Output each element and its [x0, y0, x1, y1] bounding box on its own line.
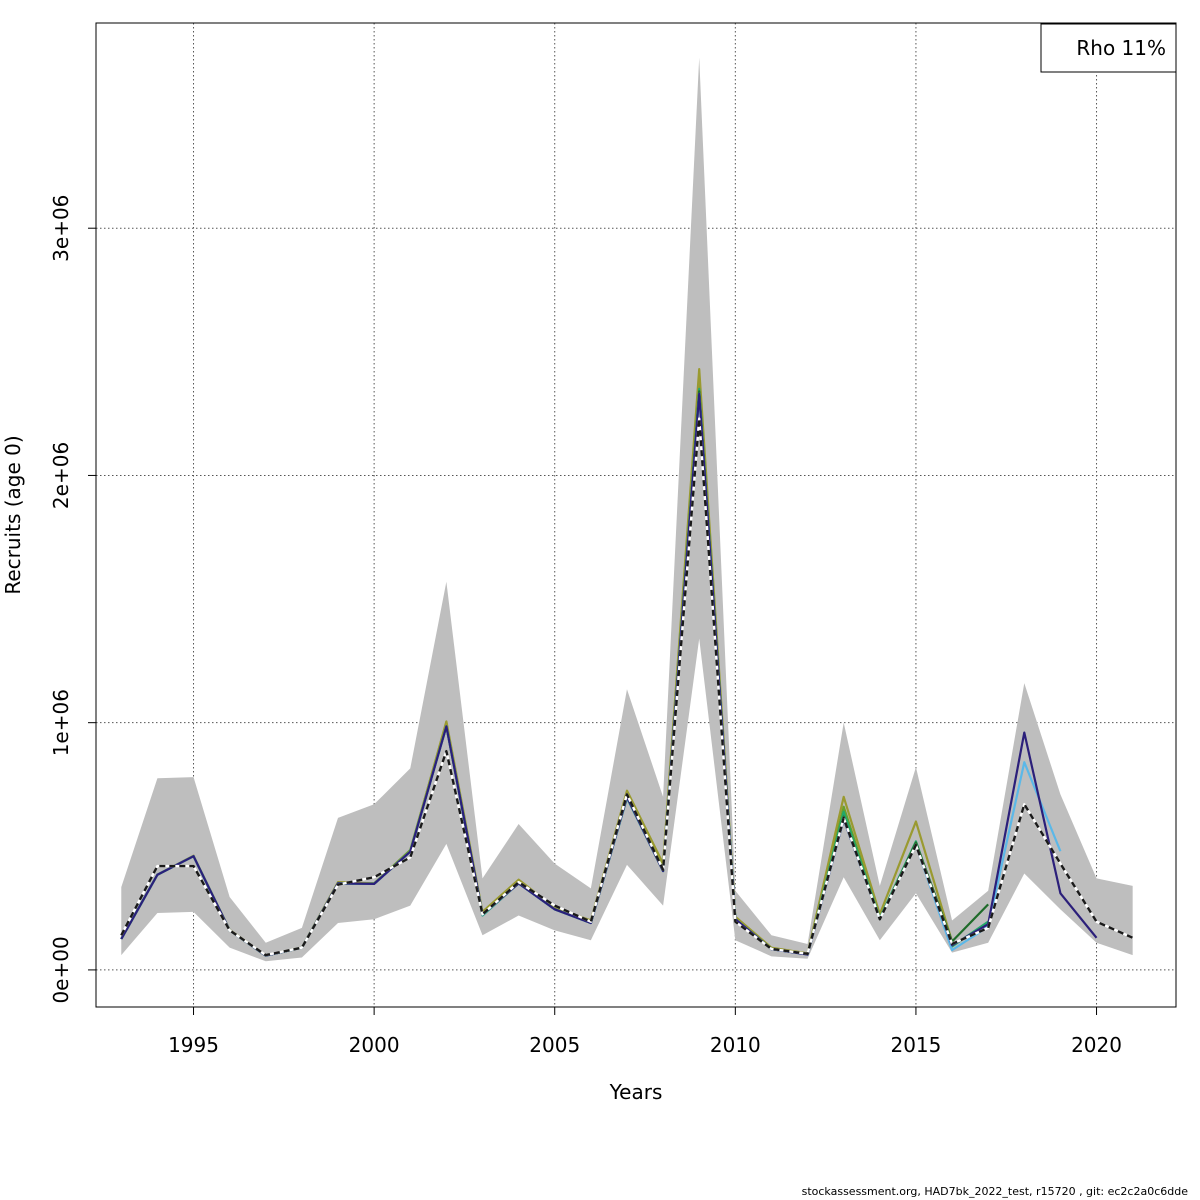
- legend-box: [1040, 23, 1177, 73]
- legend: Rho 11%: [1040, 23, 1177, 73]
- footer-credit: stockassessment.org, HAD7bk_2022_test, r…: [801, 1185, 1188, 1198]
- x-tick-label-5: 2020: [1071, 1033, 1122, 1057]
- grid-lines: [96, 23, 1176, 1007]
- y-tick-label-3: 3e+06: [49, 195, 73, 262]
- y-tick-label-2: 2e+06: [49, 442, 73, 509]
- series-line-terminal: [120, 417, 1134, 957]
- x-tick-label-3: 2010: [710, 1033, 761, 1057]
- y-axis-title: Recruits (age 0): [1, 435, 25, 594]
- y-tick-label-0: 0e+00: [49, 936, 73, 1003]
- x-tick-label-1: 2000: [349, 1033, 400, 1057]
- x-tick-label-0: 1995: [168, 1033, 219, 1057]
- x-axis: 1995 2000 2005 2010 2015 2020: [168, 1006, 1122, 1057]
- x-axis-title: Years: [609, 1080, 663, 1104]
- series-lines: [120, 368, 1134, 957]
- x-tick-label-4: 2015: [890, 1033, 941, 1057]
- series-line-terminal-underlay: [120, 417, 1134, 957]
- y-axis: 0e+00 1e+06 2e+06 3e+06: [49, 195, 97, 1004]
- y-tick-label-1: 1e+06: [49, 689, 73, 756]
- confidence-band-area: [121, 57, 1133, 962]
- legend-text: Rho 11%: [1076, 36, 1166, 60]
- confidence-band: [121, 57, 1133, 962]
- x-tick-label-2: 2005: [529, 1033, 580, 1057]
